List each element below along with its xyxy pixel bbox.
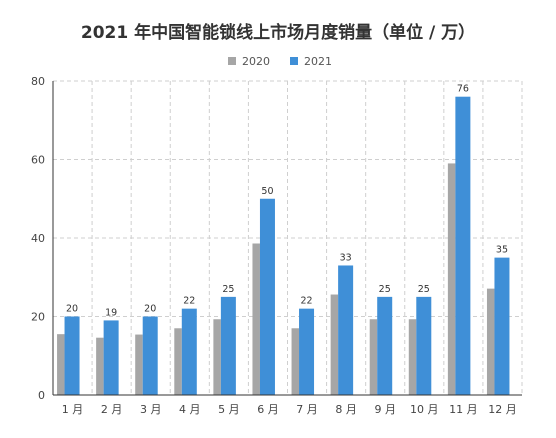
bar-2020 (135, 334, 143, 395)
data-label-2021: 33 (340, 252, 352, 263)
data-label-2021: 20 (66, 304, 78, 315)
bar-2020 (447, 163, 456, 395)
bar-2021 (103, 320, 119, 395)
grid (53, 80, 523, 395)
bar-2020 (96, 337, 104, 395)
bar-2020 (174, 328, 182, 395)
data-label-2021: 25 (418, 284, 430, 295)
legend-swatch (228, 57, 236, 65)
x-tick-label: 5 月 (218, 403, 240, 416)
bars (57, 96, 510, 395)
x-tick-label: 8 月 (335, 403, 357, 416)
data-label-2021: 35 (496, 245, 508, 256)
bar-2020 (408, 319, 417, 395)
bar-2020 (213, 319, 221, 395)
data-label-2021: 19 (105, 307, 117, 318)
x-tick-label: 11 月 (449, 403, 478, 416)
x-tick-label: 4 月 (179, 403, 201, 416)
legend-label: 2021 (304, 55, 332, 68)
data-label-2021: 50 (261, 186, 273, 197)
bar-2021 (494, 257, 510, 395)
bar-2021 (299, 308, 315, 395)
legend-swatch (290, 57, 298, 65)
bar-2021 (338, 265, 354, 395)
data-label-2021: 22 (300, 296, 312, 307)
x-tick-label: 6 月 (257, 403, 279, 416)
data-label-2021: 22 (183, 296, 195, 307)
bar-2021 (259, 198, 275, 395)
y-tick-label: 0 (38, 389, 45, 402)
legend: 2020 2021 (228, 55, 332, 68)
x-tick-label: 9 月 (374, 403, 396, 416)
x-tick-label: 1 月 (62, 403, 84, 416)
data-label-2021: 20 (144, 304, 156, 315)
bar-2020 (486, 288, 495, 395)
chart-title: 2021 年中国智能锁线上市场月度销量（单位 / 万） (81, 22, 475, 43)
bar-2020 (57, 334, 65, 395)
bar-2021 (377, 296, 393, 395)
bar-2021 (142, 316, 158, 395)
legend-label: 2020 (242, 55, 270, 68)
y-tick-label: 40 (31, 232, 45, 245)
y-tick-label: 20 (31, 311, 45, 324)
x-tick-label: 3 月 (140, 403, 162, 416)
axes: 0 20 40 60 80 1 月 2 月 3 月 4 月 5 月 6 月 7 月 8 月 9 月 10 月… (31, 75, 522, 416)
x-tick-label: 7 月 (296, 403, 318, 416)
data-label-2021: 25 (222, 284, 234, 295)
x-tick-label: 12 月 (488, 403, 517, 416)
bar-2021 (64, 316, 80, 395)
bar-2021 (181, 308, 197, 395)
x-tick-label: 2 月 (101, 403, 123, 416)
x-tick-label: 10 月 (410, 403, 439, 416)
y-tick-label: 60 (31, 154, 45, 167)
bar-2020 (252, 243, 260, 395)
bar-2021 (416, 296, 432, 395)
data-label-2021: 76 (457, 84, 469, 95)
bar-2020 (330, 294, 339, 395)
y-tick-label: 80 (31, 75, 45, 88)
bar-2020 (369, 319, 378, 395)
data-labels: 20 19 20 22 25 50 22 33 25 25 76 35 (66, 84, 508, 319)
bar-2021 (455, 96, 471, 395)
bar-2020 (291, 328, 300, 395)
data-label-2021: 25 (379, 284, 391, 295)
bar-2021 (220, 296, 236, 395)
